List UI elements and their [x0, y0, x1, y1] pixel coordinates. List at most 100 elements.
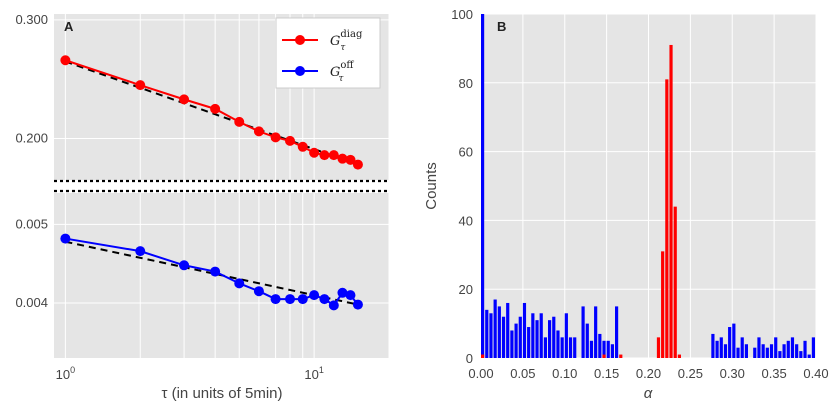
panel-a-xlabel: τ (in units of 5min)	[162, 385, 283, 402]
bar-off	[774, 337, 778, 358]
panel-b-ylabel: Counts	[423, 162, 440, 210]
y-tick-label: 20	[459, 282, 473, 297]
y-tick-label: 60	[459, 145, 473, 160]
bar-off	[753, 347, 757, 358]
series-off-point	[179, 260, 190, 271]
legend-marker-diag	[295, 35, 305, 45]
series-off-point	[309, 290, 320, 301]
y-tick-label: 0.200	[15, 131, 48, 146]
bar-off	[732, 323, 736, 358]
series-diag-point	[352, 159, 363, 170]
bar-off	[573, 337, 577, 358]
panel-a-letter: A	[64, 19, 74, 34]
y-tick-label: 0	[466, 351, 473, 366]
series-off-point	[135, 246, 146, 257]
series-off-point	[352, 299, 363, 310]
bar-off	[602, 340, 606, 358]
y-tick-label: 80	[459, 76, 473, 91]
series-off-point	[337, 287, 348, 298]
legend-marker-off	[295, 66, 305, 76]
series-off-point	[319, 294, 330, 305]
bar-off	[715, 340, 719, 358]
bar-off	[723, 344, 728, 358]
bar-diag	[661, 251, 665, 358]
panel-b-letter: B	[497, 19, 506, 34]
bar-off	[485, 309, 489, 358]
bar-off	[543, 337, 547, 358]
x-tick-label: 0.25	[678, 366, 703, 381]
series-diag-point	[60, 55, 71, 66]
bar-diag	[602, 354, 606, 358]
series-off-point	[345, 290, 356, 301]
series-diag-point	[345, 154, 356, 165]
bar-off	[564, 313, 568, 358]
panel-b-bars	[481, 14, 815, 359]
series-diag-point	[337, 153, 348, 164]
bar-diag	[619, 354, 623, 358]
bar-off	[786, 340, 790, 358]
series-diag-point	[234, 116, 245, 127]
legend-label-diag: Gdiag τ	[330, 29, 363, 53]
series-off-point	[270, 294, 281, 305]
panel-a: 0.200 0.300 0.004 0.005 100 101 A τ (in units…	[15, 12, 390, 402]
y-tick-label: 0.300	[15, 12, 48, 27]
panel-b-ticks: 0.00 0.05 0.10 0.15 0.20 0.25 0.30 0.35 0.40 0 20 4…	[451, 7, 828, 381]
bar-off	[728, 327, 732, 358]
bar-off	[510, 330, 514, 358]
bar-off	[807, 354, 811, 358]
bar-diag	[669, 44, 673, 359]
bar-off	[594, 306, 598, 358]
bar-off	[506, 302, 510, 358]
bar-off	[539, 313, 543, 358]
bar-off	[552, 316, 556, 358]
bar-diag	[665, 79, 669, 359]
bar-off	[782, 344, 786, 358]
series-diag-point	[309, 147, 320, 158]
bar-off	[719, 337, 723, 358]
bar-off	[711, 333, 715, 358]
bar-off	[769, 344, 774, 358]
bar-off	[497, 306, 501, 358]
legend: Gdiag τ Goff τ	[275, 17, 381, 89]
bar-off	[535, 320, 539, 358]
bar-off	[598, 333, 602, 358]
x-tick-label: 0.10	[552, 366, 577, 381]
bar-off	[531, 313, 535, 358]
series-diag-point	[210, 103, 221, 114]
series-diag-point	[179, 94, 190, 105]
bar-off	[527, 327, 531, 358]
x-tick-label: 0.20	[636, 366, 661, 381]
y-tick-label: 40	[459, 213, 473, 228]
bar-off	[757, 337, 761, 358]
x-tick-label: 0.40	[803, 366, 828, 381]
bar-off	[489, 313, 493, 358]
bar-diag	[677, 354, 681, 358]
series-off-point	[328, 300, 339, 311]
panel-a-marks	[60, 55, 363, 311]
series-diag-point	[135, 80, 146, 91]
bar-off	[615, 306, 619, 358]
legend-label-off: Goff τ	[330, 60, 354, 84]
x-tick-label: 0.15	[594, 366, 619, 381]
series-diag-point	[270, 132, 281, 143]
panel-b: 0.00 0.05 0.10 0.15 0.20 0.25 0.30 0.35 0.40 0 20 4…	[423, 7, 829, 402]
bar-off	[606, 340, 610, 358]
bar-off	[518, 316, 522, 358]
series-diag-point	[253, 126, 264, 137]
bar-off	[585, 323, 589, 358]
bar-off	[589, 340, 594, 358]
y-tick-label: 100	[451, 7, 473, 22]
x-tick-label: 0.00	[468, 366, 493, 381]
bar-off	[548, 320, 552, 358]
x-tick-label: 101	[304, 365, 323, 382]
legend-box	[275, 17, 381, 89]
bar-off	[795, 344, 799, 358]
bar-off	[581, 306, 585, 358]
series-diag-point	[328, 150, 339, 161]
panel-a-ticks: 0.200 0.300 0.004 0.005 100 101	[15, 12, 323, 382]
bar-off	[799, 351, 803, 358]
bar-off	[560, 337, 564, 358]
series-diag-point	[285, 135, 296, 146]
series-off-point	[297, 294, 308, 305]
series-diag-point	[297, 141, 308, 152]
